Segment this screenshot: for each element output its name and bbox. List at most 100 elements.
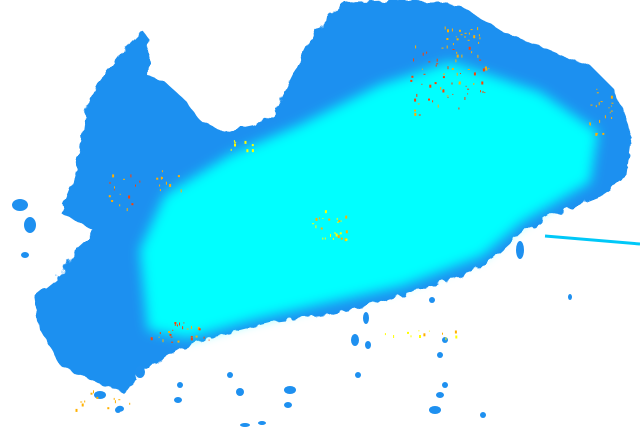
intensity-speckle	[407, 331, 409, 334]
intensity-speckle	[604, 115, 606, 119]
intensity-speckle	[161, 170, 163, 173]
intensity-speckle	[456, 54, 459, 58]
intensity-speckle	[446, 45, 448, 49]
intensity-speckle	[118, 399, 121, 401]
intensity-speckle	[84, 400, 86, 403]
intensity-speckles	[75, 26, 614, 412]
intensity-speckle	[203, 336, 205, 339]
intensity-speckle	[322, 218, 324, 219]
echo-cell	[177, 382, 183, 388]
intensity-speckle	[452, 93, 454, 95]
intensity-speckle	[437, 104, 439, 108]
intensity-speckle	[482, 68, 485, 72]
echo-cell	[12, 199, 28, 211]
intensity-speckle	[158, 336, 160, 338]
intensity-speckle	[484, 92, 486, 94]
intensity-speckle	[234, 143, 236, 147]
intensity-speckle	[162, 339, 164, 343]
echo-cell	[351, 334, 359, 346]
intensity-speckle	[96, 396, 99, 399]
intensity-speckle	[608, 107, 610, 109]
intensity-speckle	[414, 109, 417, 112]
intensity-speckle	[393, 335, 395, 338]
intensity-speckle	[602, 132, 605, 135]
intensity-speckle	[337, 235, 340, 239]
intensity-speckle	[589, 122, 591, 126]
intensity-speckle	[315, 225, 317, 229]
intensity-speckle	[432, 100, 434, 103]
echo-cell	[21, 252, 29, 258]
intensity-speckle	[436, 58, 438, 62]
intensity-speckle	[447, 96, 449, 98]
intensity-speckle	[413, 58, 415, 62]
intensity-speckle	[345, 230, 348, 234]
intensity-speckle	[90, 392, 93, 395]
echo-cell	[363, 312, 369, 324]
echo-cell	[429, 406, 441, 414]
intensity-speckle	[109, 181, 111, 184]
intensity-speckle	[126, 208, 128, 212]
intensity-speckle	[595, 132, 598, 136]
echo-cell	[135, 366, 145, 378]
intensity-speckle	[123, 178, 125, 180]
intensity-speckle	[610, 110, 613, 112]
intensity-speckle	[473, 83, 475, 85]
intensity-speckle	[182, 326, 184, 330]
intensity-speckle	[75, 408, 78, 412]
intensity-speckle	[335, 233, 338, 237]
intensity-speckle	[443, 73, 445, 75]
intensity-speckle	[455, 335, 458, 339]
intensity-speckle	[426, 51, 428, 54]
echo-cell	[437, 352, 443, 358]
intensity-speckle	[423, 333, 426, 337]
echo-cell	[442, 382, 448, 388]
intensity-speckle	[460, 73, 461, 74]
intensity-speckle	[416, 93, 418, 97]
echo-cell	[240, 423, 250, 427]
intensity-speckle	[159, 332, 161, 335]
intensity-speckle	[190, 336, 193, 338]
intensity-speckle	[139, 180, 141, 183]
intensity-speckle	[251, 144, 254, 147]
intensity-speckle	[485, 68, 488, 71]
intensity-speckle	[454, 330, 457, 334]
intensity-speckle	[477, 27, 479, 31]
intensity-speckle	[473, 35, 476, 39]
echo-cell	[236, 388, 244, 396]
intensity-speckle	[414, 98, 417, 102]
intensity-speckle	[456, 38, 459, 41]
intensity-speckle	[467, 88, 470, 90]
intensity-speckle	[428, 61, 431, 63]
intensity-speckle	[446, 95, 449, 97]
intensity-speckle	[345, 215, 348, 219]
intensity-speckle	[177, 175, 180, 178]
intensity-speckle	[251, 149, 254, 153]
intensity-speckle	[428, 330, 430, 332]
intensity-speckle	[150, 337, 153, 341]
intensity-speckle	[452, 43, 454, 46]
intensity-speckle	[447, 66, 449, 70]
intensity-speckle	[590, 104, 593, 106]
intensity-speckle	[596, 92, 599, 94]
intensity-speckle	[415, 45, 417, 49]
intensity-speckle	[610, 95, 613, 99]
intensity-speckle	[160, 176, 162, 180]
intensity-speckle	[410, 335, 412, 338]
intensity-speckle	[467, 39, 470, 41]
intensity-speckle	[319, 217, 321, 220]
intensity-speckle	[131, 203, 134, 206]
intensity-speckle	[208, 339, 210, 341]
intensity-speckle	[417, 103, 420, 105]
intensity-speckle	[482, 91, 484, 93]
intensity-speckle	[80, 401, 83, 403]
intensity-speckle	[464, 35, 466, 38]
intensity-speckle	[455, 36, 457, 38]
intensity-speckle	[598, 102, 600, 106]
intensity-speckle	[411, 75, 414, 78]
echo-cell	[284, 386, 296, 394]
intensity-speckle	[600, 101, 603, 103]
intensity-speckle	[480, 90, 481, 93]
intensity-speckle	[421, 83, 423, 85]
intensity-speckle	[447, 29, 449, 33]
intensity-speckle	[338, 220, 341, 223]
